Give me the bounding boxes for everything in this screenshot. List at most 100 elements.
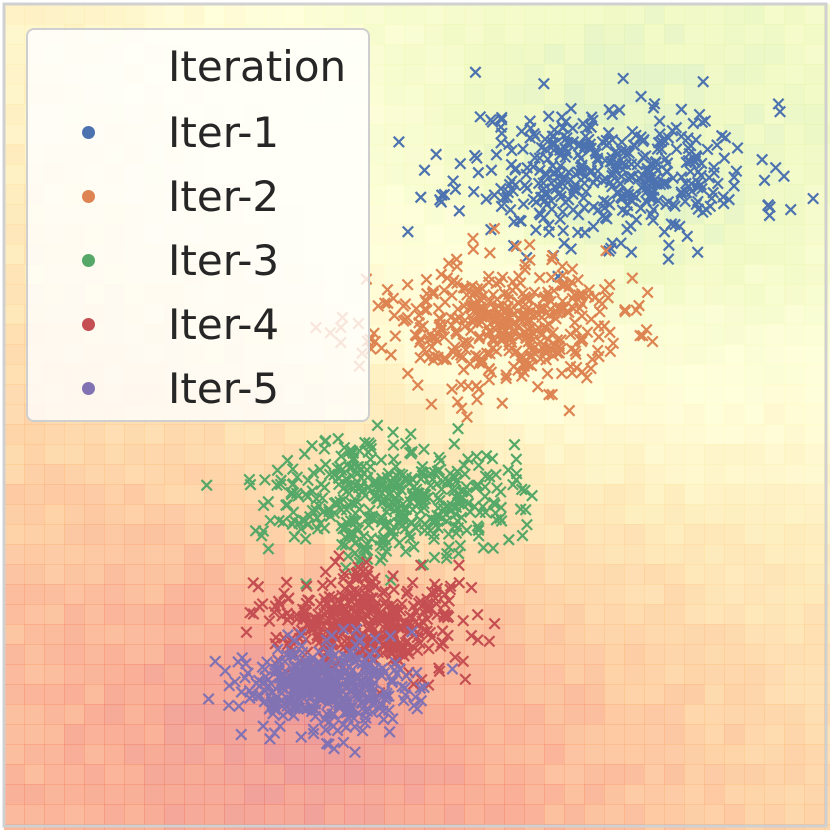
scatter-point — [202, 692, 215, 705]
scatter-point — [406, 640, 419, 653]
scatter-point — [269, 600, 282, 613]
heatmap-cell — [744, 4, 765, 25]
scatter-point — [467, 313, 480, 326]
heatmap-cell — [244, 764, 265, 785]
scatter-point — [545, 271, 558, 284]
scatter-point — [371, 419, 384, 432]
scatter-point — [376, 550, 389, 563]
heatmap-cell — [744, 204, 765, 225]
scatter-point — [640, 165, 653, 178]
scatter-point — [320, 737, 333, 750]
heatmap-cell — [564, 204, 585, 225]
heatmap-cell — [784, 344, 805, 365]
scatter-point — [438, 284, 451, 297]
scatter-point — [535, 141, 548, 154]
heatmap-cell — [64, 744, 85, 765]
scatter-point — [617, 72, 630, 85]
heatmap-cell — [504, 24, 525, 45]
heatmap-cell — [84, 4, 105, 25]
heatmap-cell — [344, 804, 365, 825]
scatter-point — [689, 155, 702, 168]
heatmap-cell — [504, 764, 525, 785]
heatmap-cell — [604, 524, 625, 545]
heatmap-cell — [784, 444, 805, 465]
heatmap-cell — [644, 344, 665, 365]
heatmap-cell — [784, 464, 805, 485]
scatter-point — [347, 527, 360, 540]
heatmap-cell — [764, 564, 785, 585]
heatmap-cell — [24, 424, 45, 445]
heatmap-cell — [804, 624, 825, 645]
heatmap-cell — [424, 364, 445, 385]
scatter-point — [452, 521, 465, 534]
heatmap-cell — [564, 684, 585, 705]
scatter-point — [502, 533, 515, 546]
scatter-point — [537, 182, 550, 195]
heatmap-cell — [204, 464, 225, 485]
scatter-point — [502, 293, 515, 306]
scatter-point — [675, 188, 688, 200]
scatter-point — [555, 190, 567, 203]
scatter-point — [339, 706, 352, 719]
scatter-point — [679, 177, 692, 190]
heatmap-cell — [204, 584, 225, 605]
heatmap-cell — [624, 384, 645, 405]
heatmap-cell — [624, 284, 645, 305]
scatter-point — [345, 702, 358, 715]
scatter-point — [223, 679, 236, 692]
heatmap-cell — [604, 364, 625, 385]
heatmap-cell — [44, 4, 65, 25]
scatter-point — [565, 275, 578, 288]
scatter-point — [497, 191, 510, 204]
heatmap-cell — [444, 204, 465, 225]
heatmap-cell — [804, 344, 825, 365]
scatter-point — [548, 123, 561, 136]
legend-marker — [82, 254, 95, 267]
scatter-point — [333, 550, 346, 563]
scatter-point — [662, 253, 675, 266]
scatter-point — [447, 274, 460, 287]
heatmap-cell — [604, 24, 625, 45]
scatter-point — [493, 276, 506, 289]
heatmap-cell — [724, 364, 745, 385]
scatter-point — [415, 465, 428, 478]
scatter-point — [769, 161, 782, 174]
heatmap-cell — [764, 44, 785, 65]
heatmap-cell — [104, 624, 125, 645]
heatmap-cell — [764, 744, 785, 765]
heatmap-cell — [184, 784, 205, 805]
scatter-point — [807, 192, 820, 205]
scatter-point — [446, 662, 459, 675]
heatmap-cell — [604, 404, 625, 425]
scatter-point — [640, 177, 653, 189]
heatmap-cell — [164, 424, 185, 445]
scatter-point — [647, 203, 660, 216]
scatter-point — [528, 286, 541, 299]
scatter-point — [507, 239, 520, 252]
scatter-point — [547, 349, 560, 362]
scatter-point — [491, 318, 504, 331]
heatmap-cell — [344, 784, 365, 805]
scatter-point — [287, 683, 300, 696]
scatter-point — [596, 210, 609, 223]
heatmap-cell — [604, 444, 625, 465]
scatter-point — [465, 299, 478, 312]
scatter-point — [335, 464, 348, 477]
scatter-point — [590, 147, 602, 160]
heatmap-cell — [684, 704, 705, 725]
scatter-point — [587, 220, 600, 233]
heatmap-cell — [764, 104, 785, 125]
heatmap-cell — [544, 724, 565, 745]
heatmap-cell — [524, 424, 545, 445]
heatmap-cell — [744, 804, 765, 825]
heatmap-cell — [444, 244, 465, 265]
heatmap-cell — [624, 644, 645, 665]
scatter-point — [551, 333, 564, 346]
scatter-point — [338, 567, 351, 580]
heatmap-cell — [684, 324, 705, 345]
heatmap-cell — [144, 504, 165, 525]
heatmap-cell — [624, 104, 645, 125]
heatmap-cell — [804, 644, 825, 665]
heatmap-cell — [764, 704, 785, 725]
scatter-point — [457, 614, 470, 627]
